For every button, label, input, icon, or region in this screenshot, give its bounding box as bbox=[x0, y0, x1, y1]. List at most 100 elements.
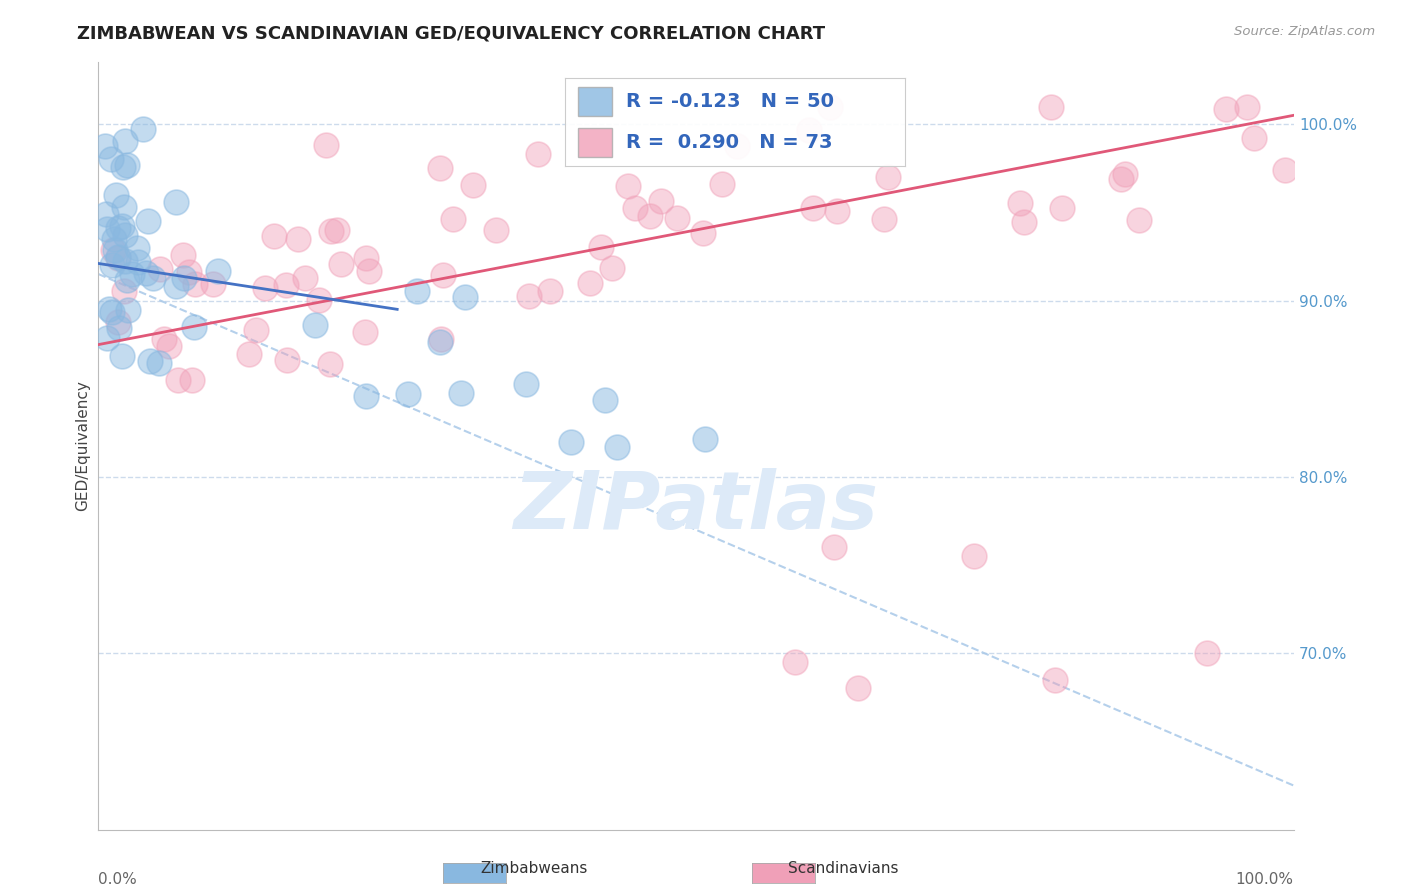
Point bbox=[114, 254, 136, 268]
Point bbox=[165, 195, 187, 210]
Point bbox=[101, 244, 124, 258]
Point bbox=[354, 251, 377, 265]
Point bbox=[138, 353, 160, 368]
Point bbox=[801, 201, 824, 215]
Point bbox=[818, 99, 841, 113]
Point bbox=[1197, 646, 1219, 660]
Point bbox=[104, 188, 127, 202]
Point bbox=[527, 146, 550, 161]
Point bbox=[304, 318, 326, 332]
Point bbox=[1039, 99, 1062, 113]
Point bbox=[112, 161, 135, 175]
Point bbox=[429, 161, 451, 176]
Point bbox=[1050, 201, 1073, 215]
Point bbox=[180, 373, 202, 387]
Text: ZIMBABWEAN VS SCANDINAVIAN GED/EQUIVALENCY CORRELATION CHART: ZIMBABWEAN VS SCANDINAVIAN GED/EQUIVALEN… bbox=[77, 25, 825, 43]
Point bbox=[1128, 213, 1150, 227]
Point bbox=[117, 302, 139, 317]
Point bbox=[207, 264, 229, 278]
Point bbox=[276, 278, 298, 293]
Point bbox=[359, 264, 381, 278]
Point bbox=[540, 284, 562, 298]
Point bbox=[560, 434, 582, 449]
Point bbox=[276, 353, 298, 368]
Point bbox=[695, 433, 717, 447]
Point bbox=[330, 257, 353, 271]
Point bbox=[848, 681, 870, 696]
Point bbox=[589, 240, 612, 254]
Point bbox=[107, 251, 129, 265]
Point bbox=[1043, 673, 1066, 687]
Point bbox=[167, 373, 190, 387]
Point bbox=[127, 241, 149, 255]
Point bbox=[97, 302, 120, 317]
Point bbox=[157, 339, 180, 353]
Point bbox=[245, 323, 267, 337]
Point bbox=[149, 262, 172, 277]
Point bbox=[406, 284, 429, 298]
Point bbox=[114, 227, 136, 242]
Point bbox=[1274, 163, 1296, 178]
Point bbox=[315, 138, 337, 153]
Point bbox=[202, 277, 225, 291]
Point bbox=[797, 123, 820, 137]
Point bbox=[132, 122, 155, 136]
Point bbox=[441, 211, 464, 226]
Point bbox=[165, 279, 187, 293]
Y-axis label: GED/Equivalency: GED/Equivalency bbox=[75, 381, 90, 511]
Text: Zimbabweans: Zimbabweans bbox=[481, 861, 588, 876]
Point bbox=[142, 270, 165, 285]
Point bbox=[783, 655, 806, 669]
Point bbox=[112, 284, 135, 298]
Point bbox=[600, 260, 623, 275]
Point bbox=[827, 204, 849, 219]
Point bbox=[429, 332, 451, 346]
Point bbox=[96, 221, 118, 235]
Point bbox=[96, 331, 118, 345]
Point bbox=[121, 267, 143, 281]
Point bbox=[823, 541, 845, 555]
Point bbox=[579, 276, 602, 290]
Point bbox=[287, 232, 309, 246]
Point bbox=[517, 289, 540, 303]
Point bbox=[353, 326, 375, 340]
Point bbox=[515, 376, 537, 391]
Point bbox=[153, 333, 176, 347]
Point bbox=[593, 393, 616, 408]
Point bbox=[101, 304, 124, 318]
Point bbox=[96, 207, 118, 221]
Point bbox=[111, 219, 134, 234]
Point bbox=[710, 177, 733, 191]
Point bbox=[148, 356, 170, 370]
Point bbox=[650, 194, 672, 208]
Point bbox=[432, 268, 454, 282]
Point bbox=[666, 211, 689, 226]
Point bbox=[94, 138, 117, 153]
Point bbox=[1236, 99, 1258, 113]
Point bbox=[429, 335, 451, 350]
Text: ZIPatlas: ZIPatlas bbox=[513, 468, 879, 547]
Point bbox=[238, 347, 260, 361]
Point bbox=[136, 214, 159, 228]
Point bbox=[103, 244, 125, 258]
Point bbox=[872, 212, 894, 227]
Point bbox=[100, 152, 122, 166]
Point bbox=[605, 440, 627, 454]
Point bbox=[100, 258, 122, 272]
Point bbox=[107, 220, 129, 235]
Point bbox=[1114, 168, 1136, 182]
Point bbox=[356, 389, 378, 403]
Point bbox=[638, 210, 661, 224]
Point bbox=[321, 225, 343, 239]
Point bbox=[184, 277, 207, 291]
Point bbox=[253, 281, 276, 295]
Point bbox=[114, 135, 136, 149]
Point bbox=[624, 202, 647, 216]
Point bbox=[112, 200, 135, 214]
Point bbox=[692, 226, 714, 240]
Point bbox=[617, 179, 640, 194]
Point bbox=[294, 270, 316, 285]
Point bbox=[463, 178, 485, 193]
Point bbox=[318, 357, 340, 371]
Point bbox=[263, 228, 285, 243]
